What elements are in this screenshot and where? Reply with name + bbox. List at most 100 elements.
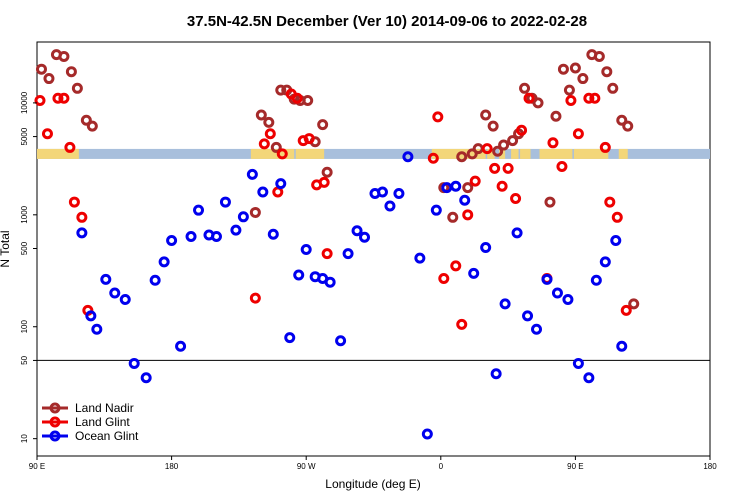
point-ocean-glint: [522, 310, 534, 322]
point-land-glint: [547, 137, 559, 149]
land-segment: [618, 148, 628, 159]
point-land-nadir: [80, 114, 92, 126]
point-land-glint: [611, 211, 623, 223]
point-ocean-glint: [324, 276, 336, 288]
point-land-nadir: [255, 109, 267, 121]
point-land-glint: [291, 92, 303, 104]
point-ocean-glint: [490, 368, 502, 380]
point-ocean-glint: [193, 204, 205, 216]
point-land-glint: [249, 292, 261, 304]
point-land-nadir: [456, 151, 468, 163]
point-land-nadir: [601, 66, 613, 78]
point-ocean-glint: [76, 227, 88, 239]
land-segment: [539, 148, 573, 159]
point-ocean-glint: [128, 357, 140, 369]
point-land-glint: [583, 92, 595, 104]
land-segment: [487, 148, 495, 159]
x-tick-label: 180: [165, 462, 179, 471]
point-land-nadir: [321, 166, 333, 178]
point-ocean-glint: [351, 225, 363, 237]
point-land-nadir: [532, 97, 544, 109]
point-ocean-glint: [210, 231, 222, 243]
point-land-nadir: [480, 109, 492, 121]
point-land-nadir: [593, 50, 605, 62]
land-segment: [520, 148, 531, 159]
land-segment: [511, 148, 519, 159]
point-ocean-glint: [149, 274, 161, 286]
point-land-glint: [276, 148, 288, 160]
point-land-nadir: [519, 82, 531, 94]
point-ocean-glint: [599, 256, 611, 268]
point-land-nadir: [466, 148, 478, 160]
point-ocean-glint: [175, 340, 187, 352]
point-land-nadir: [43, 73, 55, 85]
point-land-glint: [572, 128, 584, 140]
point-ocean-glint: [85, 310, 97, 322]
point-ocean-glint: [430, 204, 442, 216]
point-ocean-glint: [531, 323, 543, 335]
point-land-glint: [556, 161, 568, 173]
point-land-nadir: [492, 145, 504, 157]
point-ocean-glint: [237, 211, 249, 223]
legend-marker-land-glint: [49, 416, 61, 428]
point-land-glint: [450, 260, 462, 272]
land-segment: [573, 148, 609, 159]
point-ocean-glint: [562, 294, 574, 306]
point-ocean-glint: [293, 269, 305, 281]
point-ocean-glint: [414, 252, 426, 264]
point-ocean-glint: [541, 273, 553, 285]
point-land-glint: [427, 152, 439, 164]
point-ocean-glint: [551, 287, 563, 299]
land-segment: [295, 148, 325, 159]
point-ocean-glint: [185, 231, 197, 243]
legend-item-land-glint: Land Glint: [42, 415, 130, 429]
x-tick-label: 0: [439, 462, 444, 471]
point-ocean-glint: [616, 340, 628, 352]
y-tick-label: 500: [20, 241, 29, 255]
y-axis: 10 50 100 500 1000 5000 10000: [20, 91, 37, 443]
point-ocean-glint: [393, 188, 405, 200]
point-ocean-glint: [246, 168, 258, 180]
point-ocean-glint: [499, 298, 511, 310]
point-ocean-glint: [384, 200, 396, 212]
y-tick-label: 5000: [20, 127, 29, 145]
point-land-glint: [496, 180, 508, 192]
x-axis: 90 E 180 90 W 0 90 E 180: [29, 456, 717, 471]
point-land-nadir: [544, 196, 556, 208]
x-tick-label: 90 W: [297, 462, 316, 471]
point-ocean-glint: [511, 227, 523, 239]
y-tick-label: 100: [20, 320, 29, 334]
point-land-nadir: [447, 211, 459, 223]
legend-item-ocean-glint: Ocean Glint: [42, 429, 139, 443]
chart-title: 37.5N-42.5N December (Ver 10) 2014-09-06…: [187, 13, 587, 30]
point-land-nadir: [65, 66, 77, 78]
point-ocean-glint: [230, 224, 242, 236]
point-land-glint: [502, 162, 514, 174]
point-land-nadir: [472, 143, 484, 155]
point-land-glint: [272, 186, 284, 198]
point-land-nadir: [550, 110, 562, 122]
point-ocean-glint: [91, 323, 103, 335]
point-land-glint: [599, 141, 611, 153]
x-tick-label: 90 E: [29, 462, 45, 471]
point-land-glint: [58, 92, 70, 104]
x-tick-label: 180: [703, 462, 717, 471]
point-land-glint: [258, 138, 270, 150]
point-ocean-glint: [342, 248, 354, 260]
point-ocean-glint: [359, 231, 371, 243]
point-land-glint: [68, 196, 80, 208]
point-land-nadir: [71, 82, 83, 94]
point-ocean-glint: [610, 234, 622, 246]
point-ocean-glint: [140, 372, 152, 384]
point-land-nadir: [317, 119, 329, 131]
point-ocean-glint: [109, 287, 121, 299]
point-ocean-glint: [284, 332, 296, 344]
plot-area: [34, 41, 711, 457]
point-land-nadir: [270, 141, 282, 153]
point-land-glint: [34, 95, 46, 107]
land-segment: [37, 148, 79, 159]
legend-marker-ocean-glint: [49, 430, 61, 442]
point-ocean-glint: [100, 273, 112, 285]
point-land-nadir: [275, 84, 287, 96]
